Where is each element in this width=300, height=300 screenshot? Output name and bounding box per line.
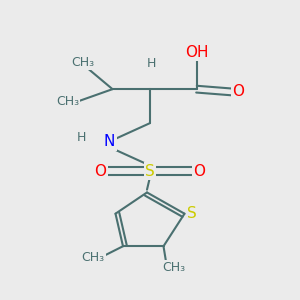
Text: H: H — [76, 131, 86, 144]
Text: N: N — [104, 134, 115, 149]
Text: CH₃: CH₃ — [71, 56, 94, 69]
Text: CH₃: CH₃ — [162, 261, 186, 274]
Text: O: O — [94, 164, 106, 179]
Text: CH₃: CH₃ — [56, 95, 79, 108]
Text: H: H — [147, 57, 156, 70]
Text: O: O — [194, 164, 206, 179]
Text: OH: OH — [185, 45, 208, 60]
Text: O: O — [232, 85, 244, 100]
Text: S: S — [145, 164, 155, 179]
Text: S: S — [187, 206, 197, 221]
Text: CH₃: CH₃ — [81, 251, 105, 264]
